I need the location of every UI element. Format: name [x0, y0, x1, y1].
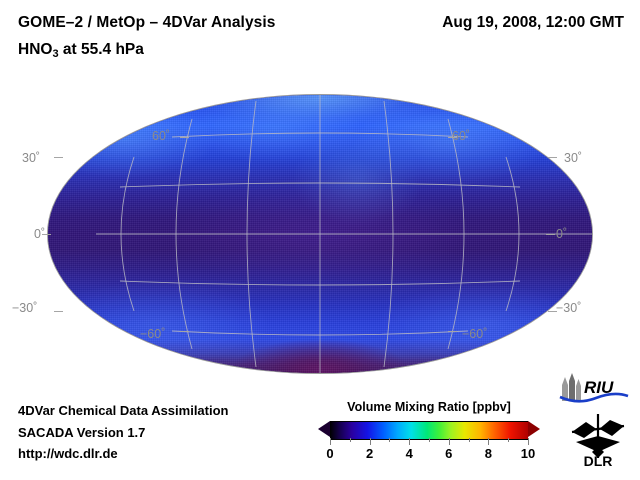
lat-tick-60s-right: [448, 331, 457, 332]
colorbar-tick-label-0: 0: [326, 446, 334, 461]
lat-label-30n-right: 30˚: [564, 151, 583, 165]
colorbar-tick-label-8: 8: [484, 446, 493, 461]
lat-tick-30s-left: [54, 311, 63, 312]
lat-tick-30n-right: [548, 157, 557, 158]
colorbar-title: Volume Mixing Ratio [ppbv]: [347, 400, 511, 414]
species-subscript: 3: [52, 48, 59, 60]
colorbar-tick-label-4: 4: [405, 446, 413, 461]
lat-label-0-left: 0˚: [34, 227, 46, 241]
lat-tick-0-right: [546, 234, 555, 235]
lat-label-30n-left: 30˚: [22, 151, 41, 165]
lat-tick-60s-left: [180, 331, 189, 332]
timestamp-label: Aug 19, 2008, 12:00 GMT: [442, 14, 624, 31]
dlr-eagle-icon: [571, 414, 625, 458]
colorbar-tick-labels: 0 2 4 6 8 10: [318, 446, 540, 464]
lat-tick-60n-right: [448, 137, 457, 138]
lat-tick-0-left: [42, 234, 51, 235]
lat-label-0-right: 0˚: [556, 227, 568, 241]
lat-label-30s-left: −30˚: [12, 301, 38, 315]
map-panel: 60˚ 30˚ 0˚ −30˚ −60˚ 60˚ 30˚ 0˚ −30˚ −60…: [12, 95, 592, 373]
lat-label-60s-right: −60˚: [462, 327, 488, 341]
data-field-pixel-texture: [48, 95, 592, 373]
lat-tick-60n-left: [180, 137, 189, 138]
lat-label-30s-right: −30˚: [556, 301, 582, 315]
footer-line-project: 4DVar Chemical Data Assimilation: [18, 403, 229, 418]
species-name: HNO: [18, 41, 53, 58]
colorbar: Volume Mixing Ratio [ppbv] 0 2 4 6 8 10: [318, 400, 544, 464]
riu-towers-icon: [562, 373, 581, 401]
species-level-label: HNO3 at 55.4 hPa: [18, 41, 144, 60]
lat-label-60s-left: −60˚: [140, 327, 166, 341]
riu-wave-icon: [559, 392, 629, 403]
pressure-level: at 55.4 hPa: [58, 41, 144, 58]
riu-logo: RIU: [559, 373, 629, 403]
colorbar-tick-label-6: 6: [445, 446, 453, 461]
colorbar-ticks: [318, 438, 540, 445]
colorbar-bar: [318, 421, 540, 440]
page-title: GOME–2 / MetOp – 4DVar Analysis: [18, 14, 276, 31]
lat-tick-30n-left: [54, 157, 63, 158]
colorbar-tick-label-2: 2: [365, 446, 374, 461]
colorbar-tick-label-10: 10: [520, 446, 536, 461]
lat-label-60n-left: 60˚: [152, 129, 171, 143]
dlr-logo: DLR: [571, 414, 625, 468]
globe-ellipse: [48, 95, 592, 373]
dlr-logo-text: DLR: [584, 453, 613, 468]
lat-label-60n-right: 60˚: [452, 129, 471, 143]
footer-line-url[interactable]: http://wdc.dlr.de: [18, 446, 118, 461]
colorbar-extend-low-icon: [318, 421, 330, 437]
riu-logo-text: RIU: [584, 378, 614, 397]
footer-line-version: SACADA Version 1.7: [18, 424, 146, 440]
lat-tick-30s-right: [548, 311, 557, 312]
footer-info: 4DVar Chemical Data Assimilation SACADA …: [18, 400, 229, 465]
colorbar-extend-high-icon: [528, 421, 540, 437]
